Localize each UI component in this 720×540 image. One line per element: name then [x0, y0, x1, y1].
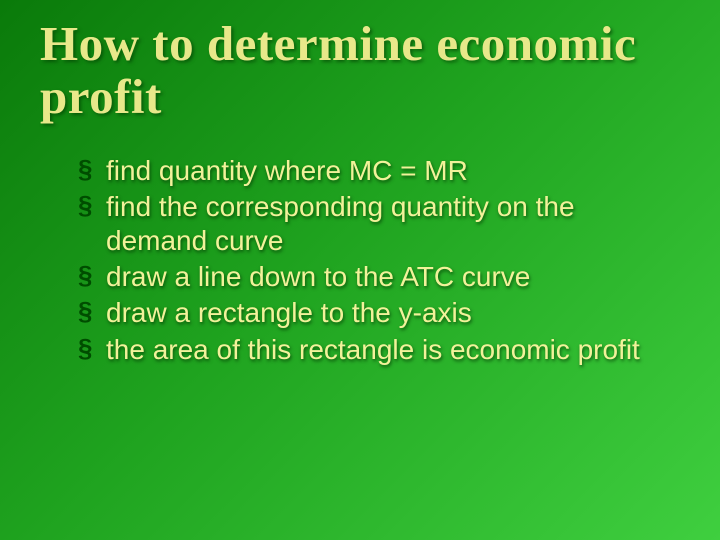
list-item: find the corresponding quantity on the d…: [78, 190, 680, 258]
list-item: draw a line down to the ATC curve: [78, 260, 680, 294]
list-item: find quantity where MC = MR: [78, 154, 680, 188]
bullet-list: find quantity where MC = MR find the cor…: [40, 154, 680, 367]
slide: How to determine economic profit find qu…: [0, 0, 720, 540]
list-item: the area of this rectangle is economic p…: [78, 333, 680, 367]
slide-title: How to determine economic profit: [40, 18, 680, 124]
list-item: draw a rectangle to the y-axis: [78, 296, 680, 330]
